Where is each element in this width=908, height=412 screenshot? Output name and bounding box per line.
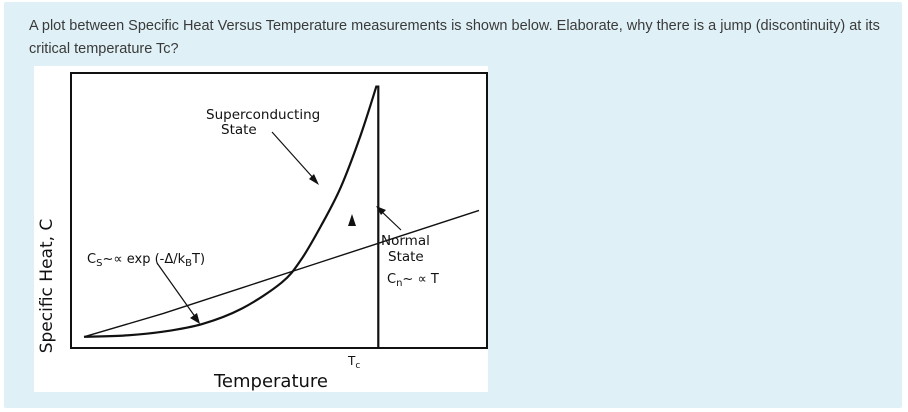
cs-formula-sub: S [96,258,102,269]
cs-formula-c: C [87,252,96,267]
cs-formula-sub2: B [185,258,192,269]
normal-state-line [83,209,480,338]
tc-main: T [347,354,356,368]
cs-formula: CS~∝ exp (-Δ/kBT) [87,252,205,269]
normal-label-line2: State [388,249,424,265]
cs-arrowhead [190,313,200,324]
cs-formula-rest2: T) [191,252,205,267]
superconducting-label-line1: Superconducting [206,107,320,123]
plot-frame [70,72,488,349]
normal-label-line1: Normal [381,233,430,249]
normal-arrow [379,209,402,231]
superconducting-arrowhead [309,174,319,185]
tc-sub: c [355,361,360,371]
cn-formula-rest: ~ ∝ T [402,272,438,287]
superconducting-arrow [271,131,316,181]
tc-tick-label: Tc [347,354,360,371]
cs-formula-rest1: ~∝ exp (-Δ/k [102,252,185,267]
cn-formula: Cn~ ∝ T [387,272,439,289]
cn-formula-c: C [387,272,396,287]
superconducting-curve [83,85,380,348]
cs-arrow [156,262,197,319]
question-text: A plot between Specific Heat Versus Temp… [29,18,880,57]
specific-heat-chart: Specific Heat, C Temperature Superconduc… [37,72,488,392]
normal-arrowhead [376,206,386,215]
y-axis-label: Specific Heat, C [37,219,57,354]
cn-formula-sub: n [396,278,402,289]
tc-arrowhead [348,214,356,226]
superconducting-label-line2: State [221,122,257,138]
x-axis-label: Temperature [213,371,328,392]
specific-heat-figure: Specific Heat, C Temperature Superconduc… [34,66,488,392]
